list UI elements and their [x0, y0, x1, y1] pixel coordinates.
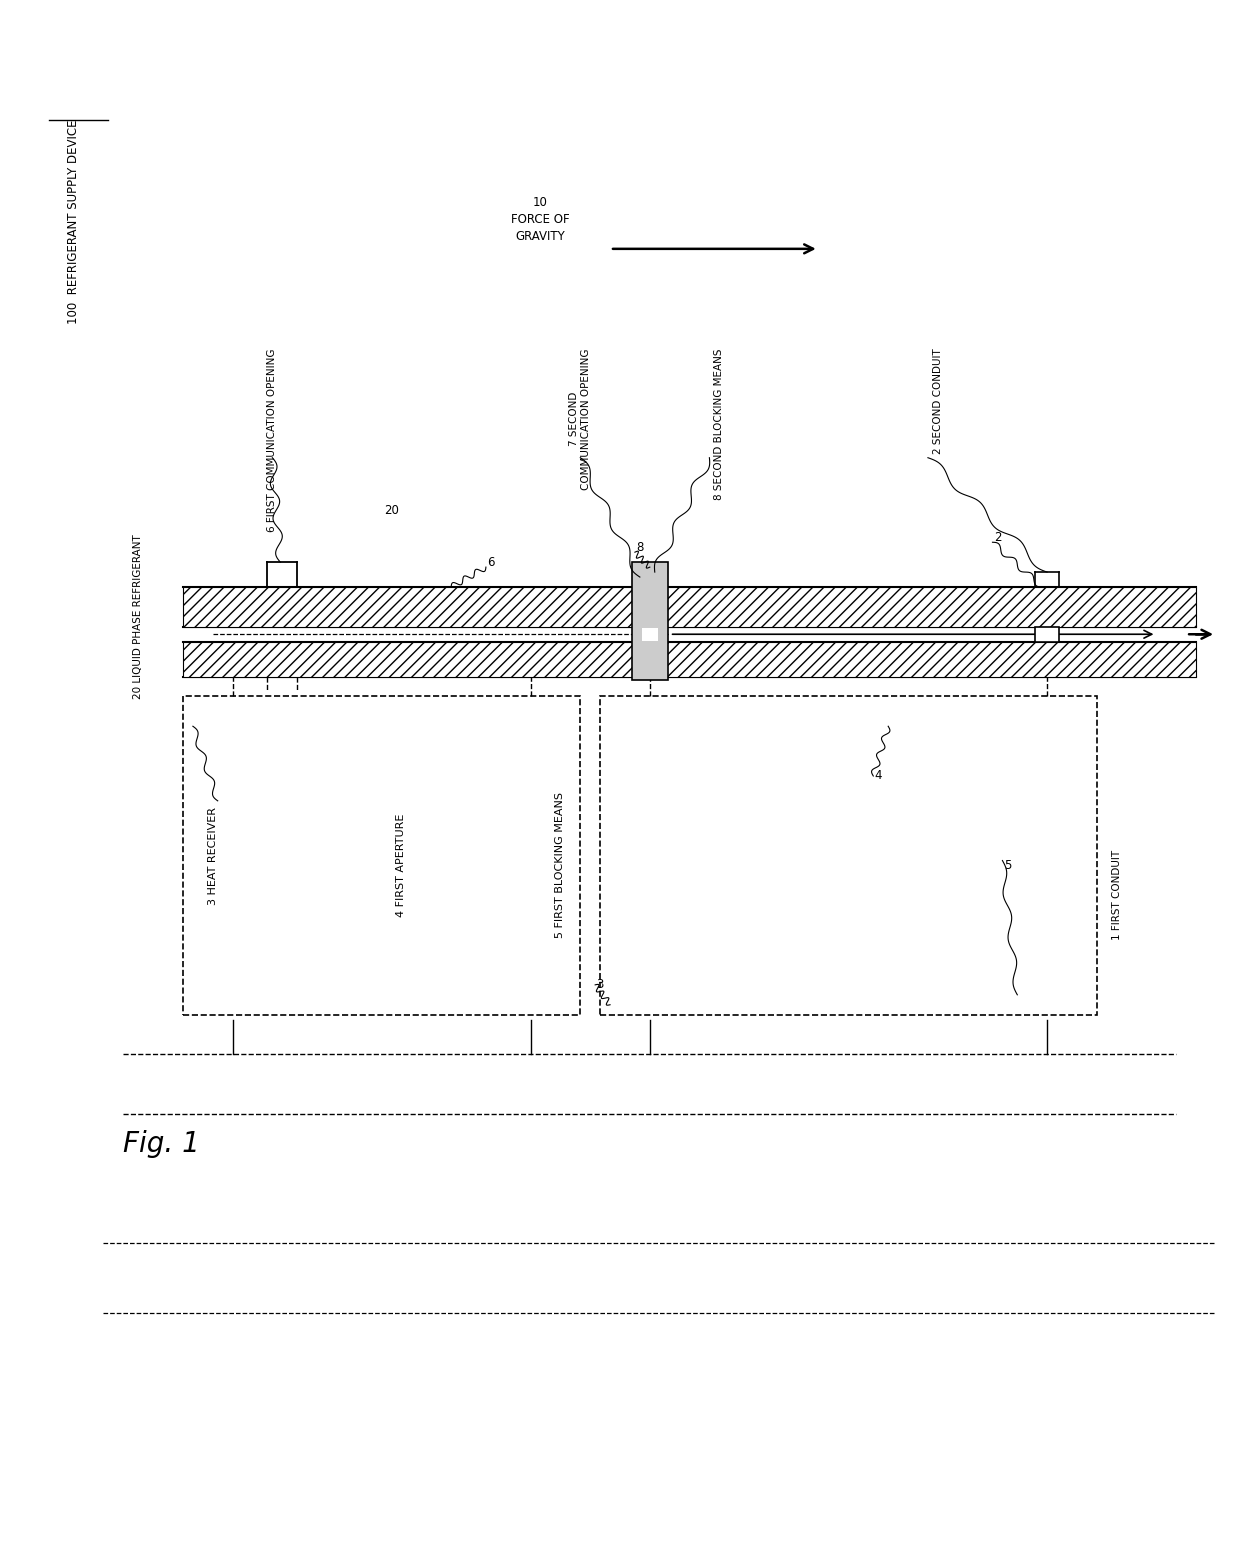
Text: 8: 8: [636, 541, 644, 553]
Text: 7 SECOND
COMMUNICATION OPENING: 7 SECOND COMMUNICATION OPENING: [569, 348, 591, 490]
Bar: [184, 587, 1197, 626]
Bar: [184, 696, 580, 1014]
Text: 4: 4: [874, 770, 882, 782]
Bar: [1035, 626, 1059, 642]
Text: 100  REFRIGERANT SUPPLY DEVICE: 100 REFRIGERANT SUPPLY DEVICE: [67, 119, 81, 325]
Text: 10
FORCE OF
GRAVITY: 10 FORCE OF GRAVITY: [511, 195, 570, 243]
Text: 5 FIRST BLOCKING MEANS: 5 FIRST BLOCKING MEANS: [556, 793, 565, 938]
Text: 6 FIRST COMMUNICATION OPENING: 6 FIRST COMMUNICATION OPENING: [268, 348, 278, 532]
Text: 4 FIRST APERTURE: 4 FIRST APERTURE: [397, 813, 407, 917]
Text: 3: 3: [596, 979, 604, 991]
Text: 1 FIRST CONDUIT: 1 FIRST CONDUIT: [1111, 850, 1122, 940]
Text: 20 LIQUID PHASE REFRIGERANT: 20 LIQUID PHASE REFRIGERANT: [133, 535, 144, 699]
Bar: [184, 642, 1197, 677]
Text: 2: 2: [993, 530, 1001, 544]
Text: 6: 6: [487, 555, 495, 569]
Text: 8 SECOND BLOCKING MEANS: 8 SECOND BLOCKING MEANS: [714, 348, 724, 499]
Bar: [600, 696, 1096, 1014]
Bar: [632, 563, 667, 680]
Text: 20: 20: [384, 504, 399, 518]
Text: 3 HEAT RECEIVER: 3 HEAT RECEIVER: [208, 807, 218, 904]
Text: 5: 5: [1003, 860, 1011, 872]
Text: 2 SECOND CONDUIT: 2 SECOND CONDUIT: [932, 348, 942, 455]
Text: Fig. 1: Fig. 1: [123, 1130, 200, 1158]
Bar: [642, 628, 657, 640]
